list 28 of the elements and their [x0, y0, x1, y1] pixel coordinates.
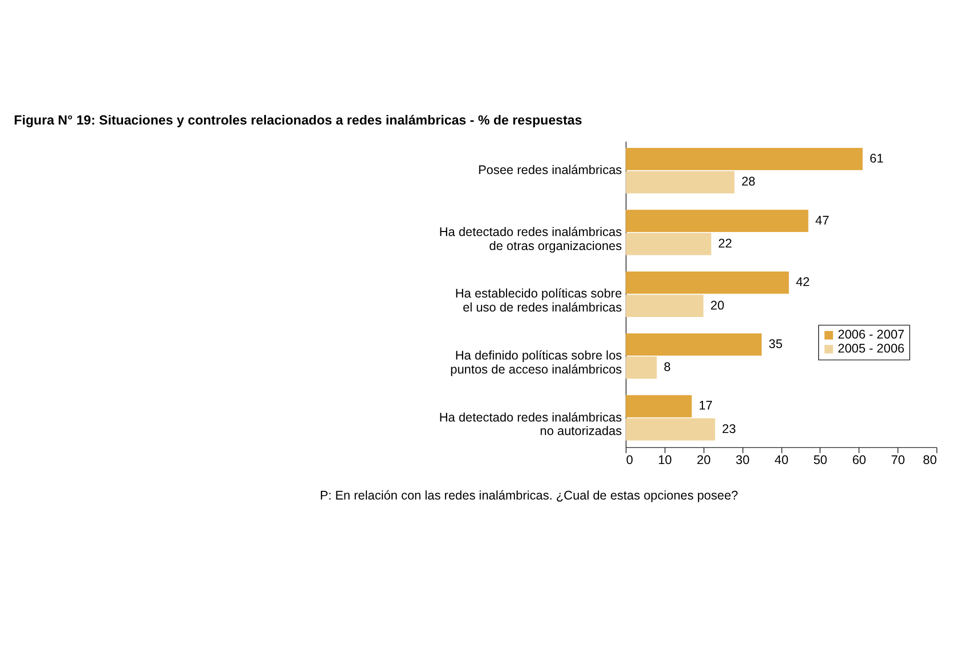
data-label: 47: [815, 213, 830, 228]
y-tick-label: Ha establecido políticas sobre el uso de redes inalámbricas: [455, 286, 622, 315]
y-tick-label: Ha detectado redes inalámbricas no autorizadas: [439, 410, 622, 438]
x-tick-label: 30: [736, 453, 750, 468]
data-label: 20: [710, 298, 724, 312]
x-tick-label: 60: [852, 453, 866, 468]
text: P: En relación con las redes inalámbricas. ¿Cual de estas opciones posee?: [320, 488, 738, 502]
data-label: 42: [796, 275, 810, 290]
x-tick-label: 0: [626, 453, 634, 468]
legend-label: 2006 - 2007: [838, 328, 905, 342]
x-tick-label: 40: [774, 453, 788, 468]
x-tick-label: 10: [658, 453, 672, 468]
x-tick-label: 50: [813, 453, 828, 468]
x-tick-label: 20: [696, 453, 711, 468]
data-label: 35: [768, 336, 783, 351]
data-label: 61: [870, 152, 884, 166]
y-tick-label: Ha definido políticas sobre los puntos de acceso inalámbricos: [450, 348, 622, 376]
data-label: 23: [722, 422, 736, 436]
legend-label: 2005 - 2006: [838, 342, 905, 356]
data-label: 8: [664, 360, 671, 374]
x-tick-label: 80: [922, 453, 937, 468]
data-label: 28: [741, 174, 756, 189]
x-tick-label: 70: [891, 453, 905, 468]
y-tick-label: Posee redes inalámbricas: [478, 163, 622, 178]
y-tick-label: Ha detectado redes inalámbricas de otras organizaciones: [439, 224, 622, 253]
data-label: 17: [698, 398, 713, 413]
text: Figura N° 19: Situaciones y controles relacionados a redes inalámbricas - % de respuestas: [14, 112, 582, 128]
data-label: 22: [718, 236, 732, 250]
